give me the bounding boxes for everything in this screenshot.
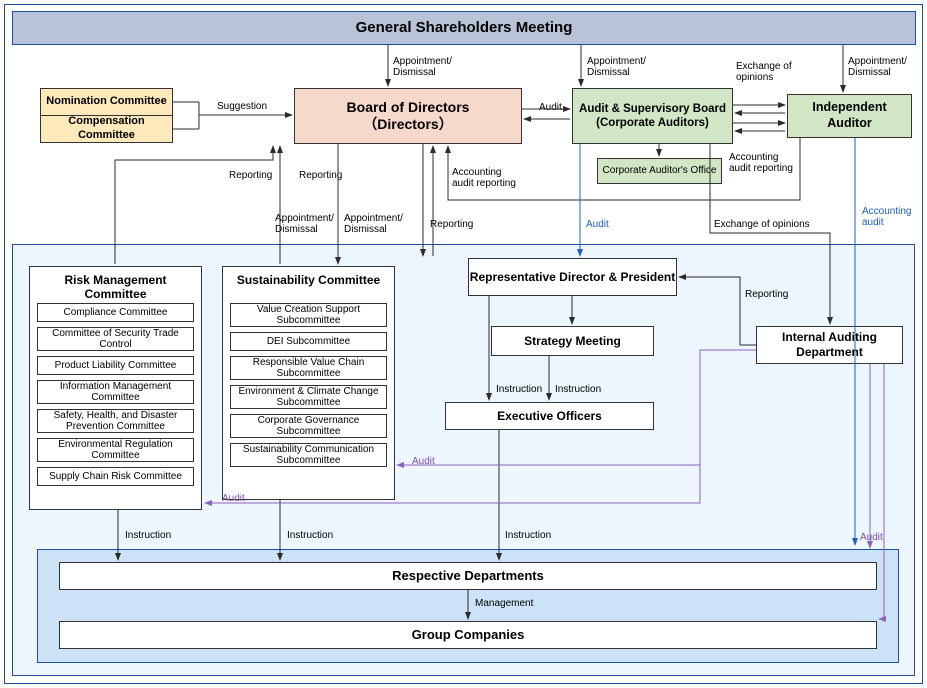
group-box: Group Companies bbox=[59, 621, 877, 649]
exec-box: Executive Officers bbox=[445, 402, 654, 430]
lbl-acct-audit: Accounting audit bbox=[862, 206, 911, 228]
lbl-audit-p3: Audit bbox=[860, 532, 883, 543]
lbl-reporting-3: Reporting bbox=[430, 219, 473, 230]
rm-title: Risk Management Committee bbox=[30, 271, 201, 306]
lbl-instruction-sm2: Instruction bbox=[555, 384, 601, 395]
sust-sub-5: Sustainability Communication Subcommitte… bbox=[230, 443, 387, 467]
lbl-exopinions-1: Exchange of opinions bbox=[736, 61, 792, 83]
sust-sub-4: Corporate Governance Subcommittee bbox=[230, 414, 387, 438]
lbl-audit-1: Audit bbox=[539, 102, 562, 113]
sust-sub-1: DEI Subcommittee bbox=[230, 332, 387, 351]
sust-sub-3: Environment & Climate Change Subcommitte… bbox=[230, 385, 387, 409]
iad-box: Internal Auditing Department bbox=[756, 326, 903, 364]
lbl-management: Management bbox=[475, 598, 533, 609]
respdept-box: Respective Departments bbox=[59, 562, 877, 590]
strategy-box: Strategy Meeting bbox=[491, 326, 654, 356]
board-box: Board of Directors （Directors） bbox=[294, 88, 522, 144]
lbl-suggestion: Suggestion bbox=[217, 101, 267, 112]
lbl-appoint-1: Appointment/ Dismissal bbox=[393, 56, 452, 78]
auditor-box: Independent Auditor bbox=[787, 94, 912, 138]
sust-sub-0: Value Creation Support Subcommittee bbox=[230, 303, 387, 327]
lbl-appoint-3: Appointment/ Dismissal bbox=[848, 56, 907, 78]
rm-sub-5: Environmental Regulation Committee bbox=[37, 438, 194, 462]
cao-box: Corporate Auditor's Office bbox=[597, 158, 722, 184]
lbl-reporting-4: Reporting bbox=[745, 289, 788, 300]
rm-sub-4: Safety, Health, and Disaster Prevention … bbox=[37, 409, 194, 433]
compensation-box: Compensation Committee bbox=[40, 115, 173, 143]
sust-sub-2: Responsible Value Chain Subcommittee bbox=[230, 356, 387, 380]
lbl-instruction-sm1: Instruction bbox=[496, 384, 542, 395]
repdir-box: Representative Director & President bbox=[468, 258, 677, 296]
rm-sub-2: Product Liability Committee bbox=[37, 356, 194, 375]
lbl-instruction-3: Instruction bbox=[505, 530, 551, 541]
lbl-instruction-2: Instruction bbox=[287, 530, 333, 541]
lbl-appoint-5: Appointment/ Dismissal bbox=[344, 213, 403, 235]
rm-sub-0: Compliance Committee bbox=[37, 303, 194, 322]
lbl-appoint-2: Appointment/ Dismissal bbox=[587, 56, 646, 78]
lbl-appoint-4: Appointment/ Dismissal bbox=[275, 213, 334, 235]
lbl-acct-reporting-2: Accounting audit reporting bbox=[729, 152, 793, 174]
rm-sub-1: Committee of Security Trade Control bbox=[37, 327, 194, 351]
lbl-audit-p1: Audit bbox=[412, 456, 435, 467]
lbl-audit-p2: Audit bbox=[222, 493, 245, 504]
lbl-exopinions-2: Exchange of opinions bbox=[714, 219, 810, 230]
lbl-reporting-1: Reporting bbox=[229, 170, 272, 181]
nomination-box: Nomination Committee bbox=[40, 88, 173, 116]
gsm-box: General Shareholders Meeting bbox=[12, 11, 916, 45]
lbl-instruction-1: Instruction bbox=[125, 530, 171, 541]
rm-sub-3: Information Management Committee bbox=[37, 380, 194, 404]
asb-box: Audit & Supervisory Board (Corporate Aud… bbox=[572, 88, 733, 144]
rm-sub-6: Supply Chain Risk Committee bbox=[37, 467, 194, 486]
lbl-audit-blue: Audit bbox=[586, 219, 609, 230]
sust-title: Sustainability Committee bbox=[233, 271, 384, 291]
lbl-reporting-2: Reporting bbox=[299, 170, 342, 181]
lbl-acct-reporting-1: Accounting audit reporting bbox=[452, 167, 516, 189]
